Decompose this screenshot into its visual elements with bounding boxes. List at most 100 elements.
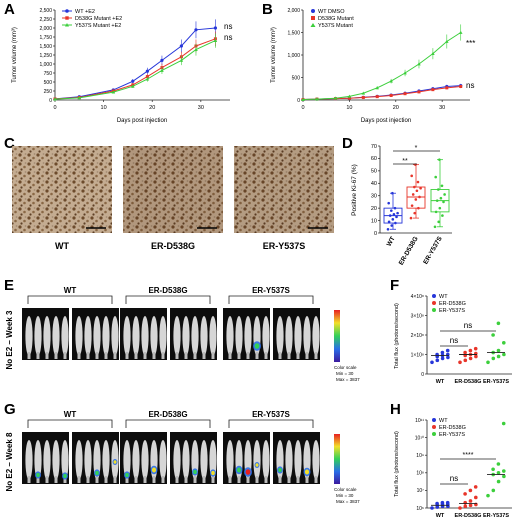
panel-f-sig-1: ns — [464, 321, 472, 330]
mouse-tail — [296, 476, 300, 483]
mouse — [244, 316, 252, 356]
panel-letter-b: B — [262, 1, 273, 18]
mouse-tail — [134, 352, 138, 359]
x-tick-label: WT — [436, 513, 445, 519]
panel-d-chart: 0 10 20 30 40 50 60 70 WT ER-D538G ER-Y537S Posit… — [351, 144, 452, 267]
mouse — [34, 440, 42, 480]
data-point — [431, 88, 435, 92]
data-point — [473, 346, 478, 351]
y-tick-label: 70 — [371, 144, 377, 150]
panel-d-ylabel: Positive Ki-67 (%) — [351, 164, 358, 216]
mouse — [209, 440, 217, 480]
data-point — [194, 47, 198, 51]
mouse — [173, 440, 181, 480]
data-point — [437, 220, 441, 224]
y-tick-label: 2,000 — [39, 26, 52, 32]
x-tick-label: ER-Y537S — [483, 513, 509, 519]
data-point — [386, 227, 390, 231]
panel-a-legend-y537s: Y537S Mutant +E2 — [75, 23, 121, 29]
y-tick-label: 0 — [297, 98, 300, 104]
mouse-tail — [45, 352, 49, 359]
data-point — [502, 474, 506, 479]
panel-letter-f: F — [390, 277, 399, 294]
data-point — [419, 186, 422, 190]
mouse-tail — [54, 352, 58, 359]
mouse — [191, 316, 199, 356]
data-point — [431, 51, 435, 56]
y-tick-label: 0 — [49, 98, 52, 104]
luminescence-signal — [245, 469, 251, 475]
data-point — [393, 206, 397, 210]
x-tick-label: WT — [386, 235, 397, 247]
mouse — [123, 440, 131, 480]
panel-c-label-wt: WT — [55, 241, 69, 251]
group-bracket — [27, 419, 113, 428]
mouse — [312, 440, 320, 480]
mouse-tail — [113, 352, 117, 359]
mouse — [182, 440, 190, 480]
mouse-tail — [125, 476, 129, 483]
luminescence-signal — [151, 467, 157, 473]
mouse-tail — [184, 476, 188, 483]
group-bracket — [125, 419, 211, 428]
mouse-tail — [113, 476, 117, 483]
series-line — [54, 27, 216, 100]
group-label: WT — [64, 286, 77, 295]
luminescence-signal — [36, 472, 40, 478]
data-point — [417, 206, 420, 210]
ihc-image-y537s — [234, 146, 334, 233]
y-tick-label: 20 — [371, 206, 377, 212]
data-point — [389, 79, 393, 83]
data-point — [496, 354, 501, 359]
data-point — [491, 467, 495, 472]
mouse-tail — [305, 352, 309, 359]
mouse — [276, 440, 284, 480]
mouse-tail — [287, 476, 291, 483]
panel-h-legend-d538g: ER-D538G — [439, 425, 466, 431]
y-tick-label: 500 — [44, 80, 53, 86]
data-point — [395, 215, 398, 219]
luminescence-signal — [113, 460, 117, 464]
mouse — [262, 440, 270, 480]
mouse-tail — [161, 476, 165, 483]
data-point — [111, 90, 116, 94]
panel-h-sig-2: ns — [450, 474, 458, 483]
y-tick-label: 1×10⁸ — [411, 352, 424, 358]
panel-h-legend-y537s: ER-Y537S — [439, 432, 465, 438]
panel-f-sig-2: ns — [450, 336, 458, 345]
y-tick-label: 250 — [44, 89, 53, 95]
panel-a-ylabel: Tumor volume (mm³) — [12, 27, 18, 83]
y-tick-label: 1,250 — [39, 53, 52, 59]
panel-a-sig-1: ns — [224, 22, 232, 31]
panel-b-chart: 0 500 1,000 1,500 2,000 0 10 20 30 Days post in… — [271, 8, 475, 124]
mouse — [34, 316, 42, 356]
mouse-tail — [63, 352, 67, 359]
data-point — [443, 193, 446, 196]
luminescence-signal — [304, 469, 310, 475]
mouse-tail — [202, 476, 206, 483]
mouse-tail — [152, 476, 156, 483]
panel-b-sig-1: *** — [466, 39, 475, 48]
y-tick-label: 1,000 — [39, 62, 52, 68]
mouse — [262, 316, 270, 356]
data-point — [459, 85, 463, 88]
panel-letter-d: D — [342, 135, 353, 152]
x-tick-label: ER-D538G — [398, 236, 420, 267]
luminescence-signal — [236, 467, 242, 473]
data-point — [394, 221, 397, 225]
mouse — [285, 440, 293, 480]
mouse — [52, 440, 60, 480]
data-point — [387, 220, 391, 224]
mouse-tail — [264, 352, 268, 359]
data-point — [442, 200, 445, 204]
panel-letter-h: H — [390, 401, 401, 418]
group-bracket — [125, 295, 211, 304]
data-point — [473, 485, 478, 489]
data-point — [458, 360, 462, 365]
mouse — [312, 316, 320, 356]
panel-h-sig-1: **** — [463, 452, 474, 459]
y-tick-label: 1,750 — [39, 35, 52, 41]
y-tick-label: 50 — [371, 169, 377, 175]
group-bracket — [228, 295, 314, 304]
data-point — [415, 189, 419, 193]
